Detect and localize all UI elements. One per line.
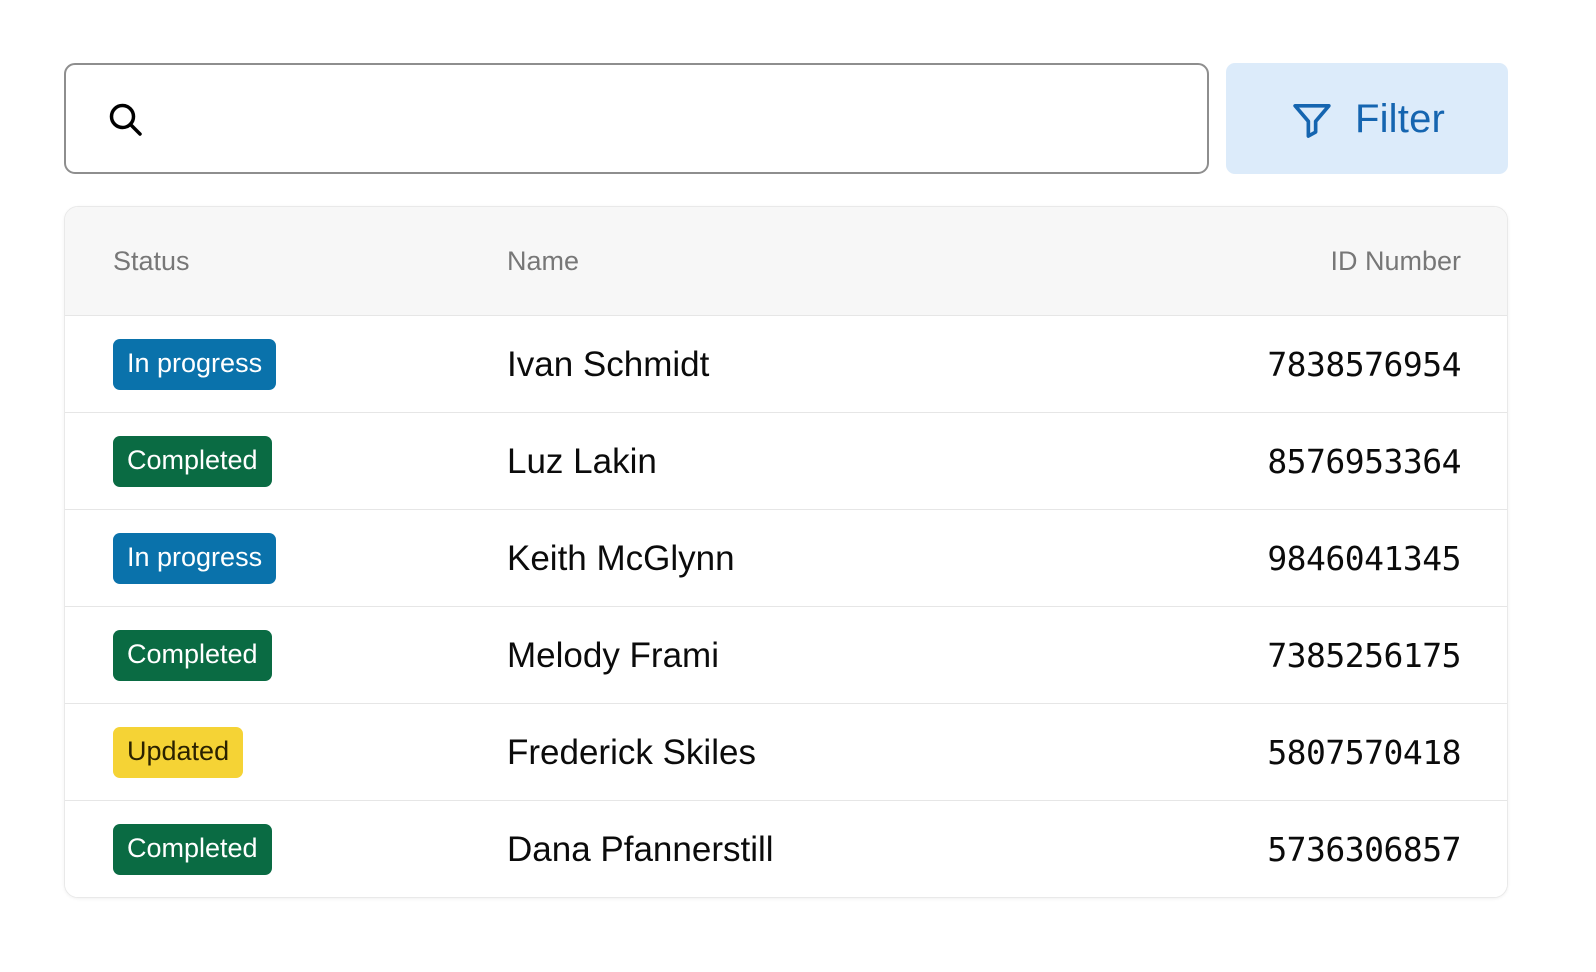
table-row[interactable]: Completed Melody Frami 7385256175 — [65, 607, 1507, 704]
column-header-id-number: ID Number — [1330, 245, 1461, 276]
cell-id-number: 7385256175 — [1267, 635, 1461, 675]
table-row[interactable]: Completed Luz Lakin 8576953364 — [65, 413, 1507, 510]
filter-button[interactable]: Filter — [1226, 63, 1508, 174]
cell-status: Completed — [65, 629, 459, 681]
cell-name: Melody Frami — [507, 635, 719, 675]
cell-status: Completed — [65, 823, 459, 875]
table-header-row: Status Name ID Number — [65, 207, 1507, 316]
status-badge: In progress — [113, 338, 277, 390]
cell-name: Ivan Schmidt — [507, 344, 710, 384]
cell-id-number: 5736306857 — [1267, 829, 1461, 869]
column-header-status: Status — [113, 245, 190, 276]
cell-name: Keith McGlynn — [507, 538, 735, 578]
search-box[interactable] — [64, 63, 1209, 174]
cell-id-number: 9846041345 — [1267, 538, 1461, 578]
toolbar: Filter — [64, 63, 1508, 174]
status-badge: Completed — [113, 435, 272, 487]
search-input[interactable] — [153, 88, 1183, 149]
cell-status: In progress — [65, 532, 459, 584]
table-row[interactable]: Completed Dana Pfannerstill 5736306857 — [65, 801, 1507, 897]
status-badge: In progress — [113, 532, 277, 584]
column-header-name: Name — [507, 245, 580, 276]
cell-id-number: 7838576954 — [1267, 344, 1461, 384]
status-badge: Completed — [113, 823, 272, 875]
table-row[interactable]: Updated Frederick Skiles 5807570418 — [65, 704, 1507, 801]
cell-status: Updated — [65, 726, 459, 778]
data-table: Status Name ID Number In progress Ivan S… — [64, 206, 1508, 898]
filter-button-label: Filter — [1354, 96, 1446, 141]
filter-funnel-icon — [1293, 103, 1331, 138]
cell-status: In progress — [65, 338, 459, 390]
cell-id-number: 8576953364 — [1267, 441, 1461, 481]
cell-name: Luz Lakin — [507, 441, 657, 481]
cell-name: Frederick Skiles — [507, 732, 756, 772]
cell-id-number: 5807570418 — [1267, 732, 1461, 772]
cell-status: Completed — [65, 435, 459, 487]
table-row[interactable]: In progress Ivan Schmidt 7838576954 — [65, 316, 1507, 413]
cell-name: Dana Pfannerstill — [507, 829, 774, 869]
status-badge: Updated — [113, 726, 244, 778]
table-row[interactable]: In progress Keith McGlynn 9846041345 — [65, 510, 1507, 607]
status-badge: Completed — [113, 629, 272, 681]
search-icon — [109, 103, 142, 136]
